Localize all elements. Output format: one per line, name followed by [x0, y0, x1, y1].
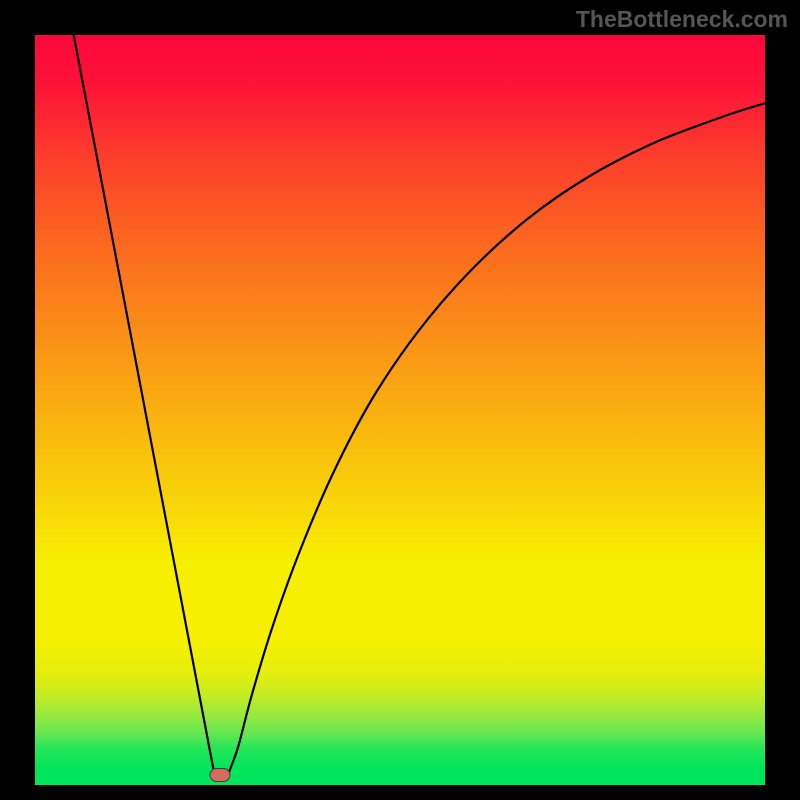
attribution-text: TheBottleneck.com	[576, 6, 788, 33]
optimal-point-marker	[210, 768, 231, 782]
chart-plot-area	[35, 35, 765, 785]
gradient-background	[35, 35, 765, 769]
chart-outer-frame: TheBottleneck.com	[0, 0, 800, 800]
